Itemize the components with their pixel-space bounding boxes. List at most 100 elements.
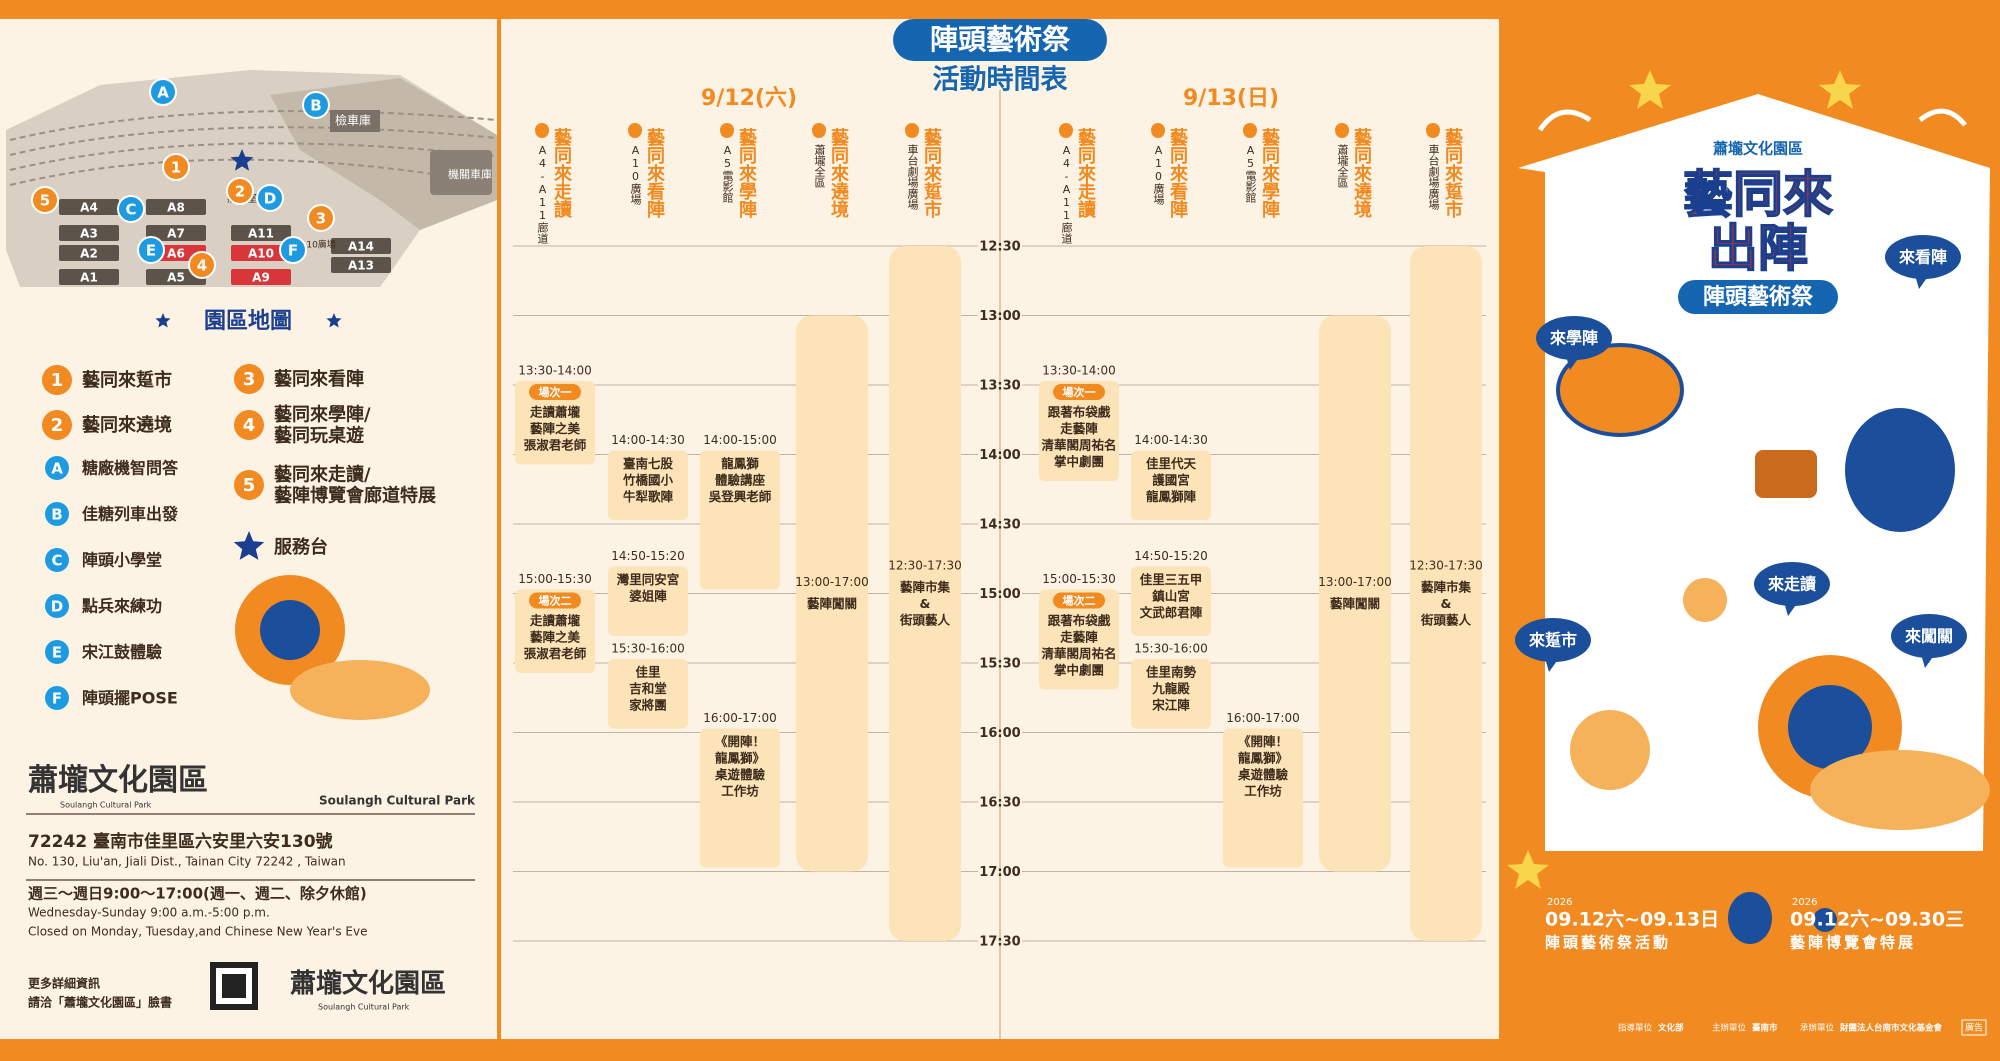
event-text: 婆姐陣 bbox=[629, 588, 667, 603]
event-year: 2026 bbox=[1547, 897, 1572, 908]
pin bbox=[812, 123, 826, 138]
event-text: 走藝陣 bbox=[1060, 421, 1098, 436]
column-title: 藝同來看陣 bbox=[1167, 128, 1189, 219]
map-marker-label: 2 bbox=[235, 183, 245, 201]
event-text: 九龍殿 bbox=[1151, 681, 1190, 696]
event-name: 藝陣博覽會特展 bbox=[1790, 934, 1916, 952]
event-box bbox=[608, 450, 688, 520]
legend-label: 陣頭小學堂 bbox=[82, 551, 162, 570]
star bbox=[1507, 850, 1549, 889]
event-box bbox=[700, 450, 780, 590]
column-title: 藝同來學陣 bbox=[1259, 128, 1280, 219]
event-box bbox=[1039, 381, 1119, 481]
rail bbox=[9, 142, 498, 171]
event-box bbox=[515, 381, 595, 465]
event-text: 龍鳳獅》 bbox=[1238, 751, 1288, 766]
time-label: 17:00 bbox=[979, 865, 1020, 880]
event-box bbox=[889, 246, 961, 941]
event-text: 清華閣周祐名 bbox=[1041, 646, 1116, 661]
column-place: A4-A11廊道 bbox=[1060, 144, 1073, 244]
legend-marker-label: E bbox=[52, 644, 62, 662]
info: 更多詳細資訊 bbox=[28, 976, 100, 991]
building bbox=[59, 199, 119, 215]
map-marker bbox=[307, 204, 335, 232]
event-text: 宋江陣 bbox=[1151, 698, 1190, 713]
legend-marker-label: F bbox=[52, 690, 62, 708]
event-text: 藝陣之美 bbox=[530, 421, 581, 436]
time-label: 15:00 bbox=[979, 587, 1020, 602]
building bbox=[331, 238, 391, 254]
credit-role: 主辦單位 bbox=[1712, 1023, 1747, 1034]
event-text: 清華閣周祐名 bbox=[1041, 438, 1116, 453]
event-text: 龍鳳獅陣 bbox=[1146, 489, 1197, 504]
building-label: A2 bbox=[80, 247, 98, 261]
event-box bbox=[1131, 450, 1211, 520]
pin bbox=[1243, 123, 1257, 138]
legend-label: 藝陣博覽會廊道特展 bbox=[274, 485, 437, 507]
park-name-en: Soulangh Cultural Park bbox=[319, 794, 476, 808]
poster-org: 蕭壠文化園區 bbox=[1713, 140, 1803, 158]
event-time: 14:00-15:00 bbox=[703, 433, 777, 447]
legend-label: 服務台 bbox=[274, 536, 328, 558]
ad-label: 廣告 bbox=[1965, 1022, 1983, 1034]
poster-subtitle: 陣頭藝術祭 bbox=[1703, 284, 1814, 310]
building bbox=[59, 225, 119, 241]
event-year: 2026 bbox=[1792, 897, 1817, 908]
building-label: A5 bbox=[167, 271, 185, 285]
building-label: A11 bbox=[248, 227, 274, 241]
legend-marker bbox=[234, 364, 264, 394]
hours-en: Wednesday-Sunday 9:00 a.m.-5:00 p.m. bbox=[28, 906, 270, 920]
column-title: 藝同來學陣 bbox=[736, 128, 757, 219]
event-text: 掌中劇團 bbox=[1054, 663, 1104, 678]
speech-bubble bbox=[1891, 614, 1967, 658]
star bbox=[1629, 70, 1671, 109]
event-text: 走藝陣 bbox=[1060, 630, 1098, 645]
legend-label: 藝同來學陣/ bbox=[274, 404, 371, 426]
event-text: & bbox=[920, 596, 931, 611]
map-marker bbox=[162, 153, 190, 181]
building-label: A4 bbox=[80, 201, 98, 215]
map-marker bbox=[31, 186, 59, 214]
column-place: 車台劇場廣場 bbox=[906, 143, 919, 211]
building bbox=[331, 257, 391, 273]
legend-marker-label: A bbox=[51, 460, 63, 478]
event-text: 工作坊 bbox=[721, 784, 759, 799]
building bbox=[231, 269, 291, 285]
event-text: 藝陣之美 bbox=[530, 630, 581, 645]
map-marker-label: A bbox=[157, 84, 169, 102]
event-text: 護國宮 bbox=[1152, 473, 1190, 488]
column-place: 蕭壠全區 bbox=[1336, 144, 1349, 188]
bubble-label: 來闖關 bbox=[1905, 627, 1953, 646]
column-title: 藝同來走讀 bbox=[551, 128, 572, 219]
lion-illustration bbox=[260, 600, 320, 660]
drum bbox=[1755, 450, 1817, 498]
map-marker-label: 4 bbox=[197, 257, 207, 275]
title-pill bbox=[893, 19, 1107, 61]
rails bbox=[9, 110, 498, 186]
time-label: 13:00 bbox=[979, 309, 1020, 324]
map-marker-label: E bbox=[146, 242, 156, 260]
time-label: 13:30 bbox=[979, 379, 1020, 394]
map-marker bbox=[302, 91, 330, 119]
event-text: 桌遊體驗 bbox=[1237, 767, 1289, 782]
map-marker bbox=[137, 236, 165, 264]
pin bbox=[1059, 123, 1073, 138]
legend-marker bbox=[45, 502, 69, 526]
event-text: 吳登興老師 bbox=[709, 489, 772, 504]
legend-marker bbox=[234, 470, 264, 500]
event-time: 15:00-15:30 bbox=[1042, 572, 1116, 586]
map-marker bbox=[188, 251, 216, 279]
legend-star bbox=[233, 531, 265, 560]
session-tag bbox=[1053, 384, 1105, 400]
event-text: 跟著布袋戲 bbox=[1048, 613, 1111, 628]
event-text: 吉和堂 bbox=[629, 681, 667, 696]
legend-marker-label: 3 bbox=[243, 369, 256, 390]
bubble-label: 來看陣 bbox=[1899, 248, 1947, 267]
legend-marker bbox=[45, 640, 69, 664]
event-text: 體驗講座 bbox=[715, 473, 766, 488]
park-logo-en: Soulangh Cultural Park bbox=[60, 801, 152, 810]
map-marker-label: 1 bbox=[171, 159, 181, 177]
time-label: 17:30 bbox=[979, 935, 1020, 950]
map-marker bbox=[149, 78, 177, 106]
column-place: A5電影館 bbox=[1244, 144, 1257, 204]
